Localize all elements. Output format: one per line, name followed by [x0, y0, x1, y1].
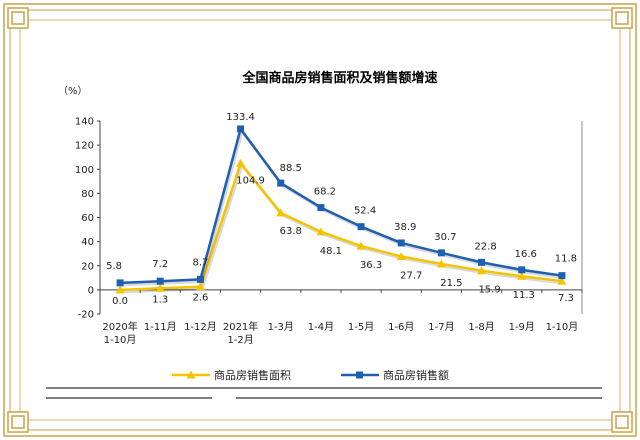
series-0-point [195, 282, 205, 291]
series-1-point [437, 249, 445, 257]
series-1-data-label: 11.8 [555, 254, 577, 265]
corner-ornaments [7, 7, 633, 433]
series-1-data-label: 52.4 [354, 206, 376, 217]
series-1-point [397, 239, 405, 247]
series-1-line [120, 127, 563, 285]
series-0-data-label: 0.0 [112, 296, 128, 307]
y-tick-label: 100 [75, 165, 94, 176]
series-0-data-label: 15.9 [478, 285, 500, 296]
x-tick-label: 1-6月 [388, 321, 414, 333]
series-1-data-label: 68.2 [314, 187, 336, 198]
x-tick-label: 1-10月 [546, 321, 579, 333]
series-1-point [237, 125, 245, 133]
series-1-data-label: 5.8 [106, 261, 122, 272]
y-tick-label: 0 [88, 285, 94, 296]
series-1-point [558, 272, 566, 280]
series-0-data-label: 11.3 [513, 290, 535, 301]
y-tick-label: 60 [81, 213, 94, 224]
series-0-point [517, 271, 527, 280]
series-0-data-label: 2.6 [192, 293, 208, 304]
y-tick-label: 80 [81, 189, 94, 200]
series-0-data-label: 104.9 [236, 175, 265, 186]
series-1-point [277, 179, 285, 187]
x-tick-label: 1-4月 [308, 321, 334, 333]
series-0-point [155, 283, 165, 292]
series-1-data-label: 38.9 [394, 222, 416, 233]
series-1-data-label: 22.8 [474, 241, 496, 252]
y-tick-label: 120 [75, 141, 94, 152]
x-tick-label: 1-2月 [227, 334, 253, 346]
series-0-point [236, 158, 246, 167]
y-tick-label: 40 [81, 237, 94, 248]
legend-label-sales-area: 商品房销售面积 [214, 368, 291, 382]
series-0-data-label: 21.5 [440, 278, 462, 289]
x-tick-label: 1-8月 [468, 321, 494, 333]
series-0-data-label: 63.8 [280, 226, 302, 237]
series-0-data-label: 7.3 [558, 293, 574, 304]
series-1-point [518, 266, 526, 274]
series-1-data-label: 8.7 [192, 257, 208, 268]
series-1-point [116, 279, 124, 287]
x-tick-label: 1-3月 [268, 321, 294, 333]
decorative-border [3, 3, 637, 437]
series-0-point [276, 208, 286, 217]
x-tick-label: 1-12月 [184, 321, 217, 333]
x-tick-label: 1-9月 [509, 321, 535, 333]
y-tick-label: -20 [78, 310, 94, 321]
y-axis-label: （%） [58, 85, 88, 97]
x-tick-label: 1-7月 [428, 321, 454, 333]
y-tick-label: 140 [75, 117, 94, 128]
x-tick-label: 1-10月 [104, 334, 137, 346]
series-1-data-label: 16.6 [515, 249, 537, 260]
series-0-data-label: 36.3 [360, 260, 382, 271]
series-1-point [196, 275, 204, 283]
series-1-point [317, 204, 325, 212]
series-0-data-label: 27.7 [400, 270, 422, 281]
footer-rules [46, 387, 602, 399]
x-tick-label: 2020年 [102, 320, 137, 333]
series-0-data-label: 1.3 [152, 294, 168, 305]
x-tick-label: 2021年 [223, 320, 258, 333]
y-tick-label: 20 [81, 261, 94, 272]
series-0-point [557, 276, 567, 285]
series-0-point [396, 251, 406, 260]
series-0-point [436, 259, 446, 268]
series-1-point [478, 258, 486, 266]
series-0-point [316, 227, 326, 236]
series-0-point [115, 285, 125, 294]
series-0-data-label: 48.1 [320, 246, 342, 257]
x-tick-label: 1-11月 [144, 321, 177, 333]
series-1-data-label: 88.5 [280, 163, 302, 174]
legend-label-sales-value: 商品房销售额 [383, 368, 449, 382]
legend-item-sales-value: 商品房销售额 [341, 368, 449, 382]
legend: 商品房销售面积 商品房销售额 [172, 368, 449, 382]
series-1-data-label: 7.2 [152, 259, 168, 270]
legend-item-sales-area: 商品房销售面积 [172, 368, 291, 382]
series-0-line [120, 162, 563, 292]
series-1-data-label: 30.7 [434, 232, 456, 243]
series-1-point [357, 223, 365, 231]
series-0-point [356, 241, 366, 250]
series-0-shadow [121, 162, 564, 294]
series-1-data-label: 133.4 [226, 112, 255, 123]
series-0-point [477, 266, 487, 275]
series-1-shadow [121, 127, 564, 287]
x-tick-label: 1-5月 [348, 321, 374, 333]
series-1-point [156, 277, 164, 285]
chart-title: 全国商品房销售面积及销售额增速 [241, 70, 437, 86]
